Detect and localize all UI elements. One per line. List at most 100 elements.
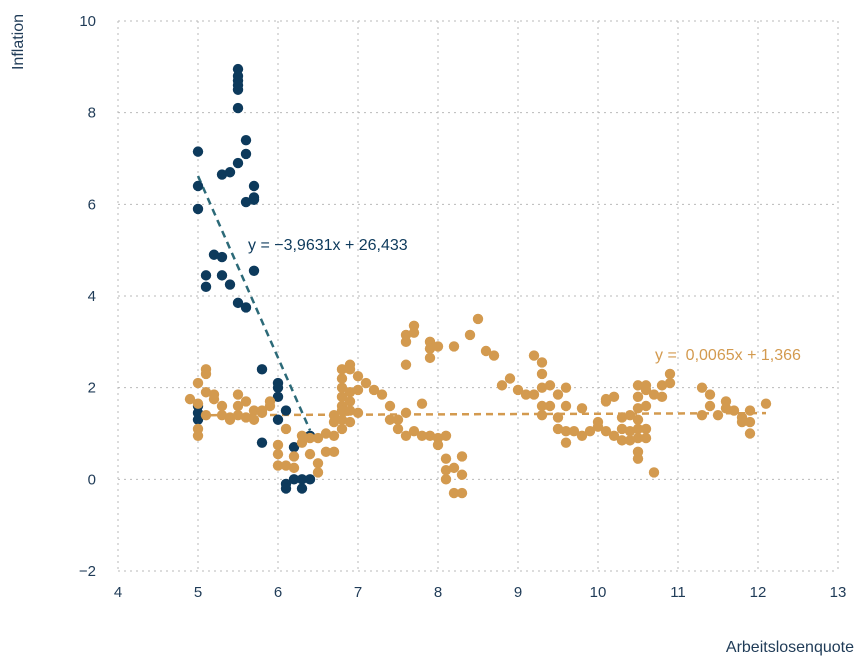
data-point-gold bbox=[640, 384, 652, 396]
data-point-gold bbox=[400, 430, 412, 441]
data-point-gold bbox=[736, 416, 748, 428]
data-point-gold bbox=[608, 430, 620, 441]
trend-lines bbox=[196, 175, 767, 431]
data-point-gold bbox=[320, 446, 332, 458]
data-points bbox=[184, 63, 772, 499]
data-point-gold bbox=[224, 414, 236, 425]
data-point-gold bbox=[480, 345, 492, 357]
data-point-gold bbox=[344, 396, 356, 407]
data-point-gold bbox=[552, 389, 564, 400]
data-point-gold bbox=[440, 453, 452, 464]
data-point-gold bbox=[560, 400, 572, 412]
data-point-gold bbox=[656, 391, 668, 403]
data-point-gold bbox=[648, 389, 660, 400]
data-point-gold bbox=[528, 350, 540, 361]
data-point-gold bbox=[352, 407, 364, 419]
data-point-gold bbox=[312, 458, 324, 469]
data-point-gold bbox=[528, 389, 540, 400]
grid-lines bbox=[117, 20, 839, 572]
data-point-navy bbox=[232, 297, 244, 309]
data-point-navy bbox=[216, 251, 228, 263]
data-point-gold bbox=[432, 439, 444, 451]
data-point-gold bbox=[336, 405, 348, 416]
data-point-gold bbox=[336, 414, 348, 425]
data-point-navy bbox=[304, 474, 316, 485]
trend-line-gold bbox=[197, 411, 767, 417]
data-point-navy bbox=[192, 146, 204, 157]
data-point-gold bbox=[640, 400, 652, 412]
data-point-navy bbox=[248, 265, 260, 276]
y-tick-label: 4 bbox=[88, 288, 96, 305]
data-point-gold bbox=[344, 416, 356, 428]
data-point-gold bbox=[704, 400, 716, 412]
data-point-gold bbox=[632, 391, 644, 403]
data-point-gold bbox=[504, 373, 516, 384]
data-point-navy bbox=[232, 84, 244, 95]
data-point-gold bbox=[312, 432, 324, 444]
data-point-navy bbox=[216, 169, 228, 180]
data-point-gold bbox=[424, 430, 436, 441]
data-point-gold bbox=[552, 423, 564, 435]
x-tick-label: 5 bbox=[194, 584, 202, 601]
data-point-gold bbox=[408, 327, 420, 338]
data-point-gold bbox=[640, 432, 652, 444]
data-point-navy bbox=[224, 279, 236, 290]
data-point-gold bbox=[720, 403, 732, 414]
tick-labels: 4 5 6 7 8 9 10 11 12 13 −2 0 2 4 6 8 10 bbox=[79, 13, 846, 601]
data-point-gold bbox=[448, 462, 460, 474]
data-point-gold bbox=[632, 423, 644, 435]
data-point-gold bbox=[616, 412, 628, 423]
data-point-gold bbox=[320, 428, 332, 439]
x-tick-label: 4 bbox=[114, 584, 122, 601]
data-point-gold bbox=[216, 409, 228, 421]
data-point-gold bbox=[256, 405, 268, 416]
data-point-gold bbox=[448, 341, 460, 352]
data-point-gold bbox=[368, 384, 380, 396]
data-point-gold bbox=[336, 423, 348, 435]
data-point-gold bbox=[200, 409, 212, 421]
data-point-gold bbox=[344, 405, 356, 416]
data-point-gold bbox=[424, 352, 436, 364]
data-point-gold bbox=[520, 389, 532, 400]
data-point-gold bbox=[280, 460, 292, 471]
data-point-gold bbox=[272, 460, 284, 471]
data-point-gold bbox=[304, 448, 316, 460]
trend-equation-navy: y = −3,9631x + 26,433 bbox=[248, 237, 408, 254]
data-point-gold bbox=[440, 430, 452, 441]
data-point-navy bbox=[200, 281, 212, 293]
data-point-gold bbox=[344, 364, 356, 375]
data-point-gold bbox=[576, 430, 588, 441]
data-point-gold bbox=[440, 474, 452, 485]
data-point-gold bbox=[744, 416, 756, 428]
data-point-gold bbox=[608, 391, 620, 403]
data-point-gold bbox=[552, 412, 564, 423]
x-tick-label: 8 bbox=[434, 584, 442, 601]
data-point-gold bbox=[576, 403, 588, 414]
data-point-gold bbox=[472, 313, 484, 325]
data-point-gold bbox=[280, 423, 292, 435]
data-point-navy bbox=[296, 474, 308, 485]
data-point-gold bbox=[536, 382, 548, 393]
y-tick-label: 0 bbox=[88, 471, 96, 488]
data-point-gold bbox=[456, 487, 468, 499]
data-point-gold bbox=[536, 409, 548, 421]
data-point-gold bbox=[376, 389, 388, 400]
data-point-gold bbox=[352, 384, 364, 396]
x-tick-label: 13 bbox=[830, 584, 847, 601]
data-point-gold bbox=[560, 437, 572, 448]
data-point-navy bbox=[296, 483, 308, 494]
data-point-gold bbox=[704, 389, 716, 400]
y-tick-label: 8 bbox=[88, 105, 96, 122]
data-point-gold bbox=[288, 451, 300, 462]
data-point-navy bbox=[216, 270, 228, 281]
data-point-gold bbox=[184, 393, 196, 405]
data-point-gold bbox=[632, 432, 644, 444]
data-point-navy bbox=[232, 157, 244, 169]
data-point-gold bbox=[272, 448, 284, 460]
data-point-gold bbox=[544, 380, 556, 391]
data-point-gold bbox=[232, 400, 244, 412]
data-point-gold bbox=[208, 393, 220, 405]
data-point-gold bbox=[624, 426, 636, 437]
data-point-gold bbox=[216, 400, 228, 412]
